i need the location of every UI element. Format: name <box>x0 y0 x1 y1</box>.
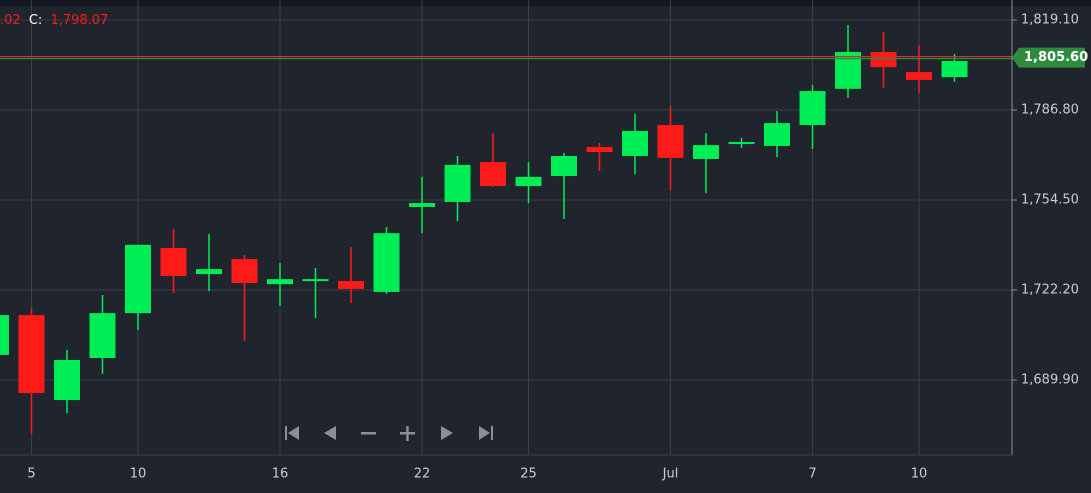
candle-body <box>18 315 45 394</box>
candle <box>125 244 151 331</box>
candle-body <box>89 313 116 358</box>
candle-body <box>125 244 151 314</box>
legend-close-value: 1,798.07 <box>50 13 108 28</box>
legend-close-key: C: <box>29 13 42 28</box>
legend-prefix: .02 <box>0 13 21 28</box>
last-price-label: 1,805.60 <box>1024 50 1088 65</box>
candle-body <box>835 52 861 89</box>
candle-body <box>586 147 613 153</box>
candle-body <box>941 60 968 78</box>
x-tick-label: 7 <box>808 467 816 482</box>
candle <box>586 142 613 172</box>
candle <box>693 133 719 194</box>
candle-body <box>54 359 80 401</box>
candle <box>196 233 222 292</box>
nav-zoom-in[interactable] <box>400 426 415 441</box>
grid <box>0 0 1012 455</box>
nav-forward[interactable] <box>441 426 453 440</box>
candle <box>764 111 790 158</box>
top-strip <box>0 0 1091 6</box>
candle-body <box>551 155 577 177</box>
candle-body <box>338 281 364 289</box>
nav-last[interactable] <box>479 426 493 440</box>
candle <box>54 349 80 414</box>
y-tick-label: 1,819.10 <box>1021 13 1079 28</box>
y-tick-label: 1,722.20 <box>1021 282 1079 297</box>
candle <box>231 254 258 341</box>
candle-body <box>657 125 684 158</box>
candle-body <box>622 130 648 156</box>
candle-body <box>906 72 932 80</box>
candle <box>657 105 684 190</box>
nav-back[interactable] <box>324 426 336 440</box>
x-tick-label: 22 <box>414 467 431 482</box>
candle-body <box>231 259 258 284</box>
candle <box>622 113 648 175</box>
candle-body <box>267 279 293 285</box>
candle <box>89 295 116 374</box>
candle-body <box>799 91 826 126</box>
y-tick-label: 1,689.90 <box>1021 372 1079 387</box>
candle <box>267 262 293 306</box>
candle <box>480 133 506 187</box>
x-tick-label: 10 <box>130 467 147 482</box>
candle-body <box>373 233 400 292</box>
candle <box>0 315 9 355</box>
y-tick-label: 1,786.80 <box>1021 103 1079 118</box>
candle-body <box>302 279 329 282</box>
x-tick-label: 5 <box>27 467 35 482</box>
last-price-tag <box>1012 47 1085 68</box>
x-tick-label: 25 <box>520 467 537 482</box>
candle-body <box>870 52 897 68</box>
candle <box>551 152 577 219</box>
candle <box>18 308 45 435</box>
candle-body <box>728 142 755 145</box>
candle-body <box>515 176 542 187</box>
candle-body <box>160 247 187 277</box>
candle-body <box>480 162 506 187</box>
candle <box>906 45 932 94</box>
axes: 1,689.90 1,722.20 1,754.50 1,786.80 1,819.10… <box>27 13 1088 482</box>
legend-readout: .02 C: 1,798.07 <box>0 13 108 28</box>
navigation-controls <box>285 426 493 441</box>
candle <box>870 31 897 88</box>
candle <box>338 247 364 304</box>
x-tick-label: Jul <box>662 467 679 482</box>
candle-body <box>409 203 435 207</box>
plot-area <box>0 25 1012 435</box>
candle-body <box>0 315 9 355</box>
candle <box>444 155 471 222</box>
nav-first[interactable] <box>285 426 299 440</box>
candle <box>515 162 542 204</box>
candle <box>409 176 435 234</box>
candle <box>160 228 187 294</box>
nav-zoom-out[interactable] <box>361 432 376 435</box>
candle <box>728 137 755 148</box>
x-tick-label: 16 <box>272 467 289 482</box>
candle <box>799 84 826 150</box>
candle <box>373 227 400 294</box>
x-tick-label: 10 <box>911 467 928 482</box>
candle-body <box>196 269 222 275</box>
candle-body <box>764 123 790 146</box>
candle-body <box>693 145 719 160</box>
y-tick-label: 1,754.50 <box>1021 192 1079 207</box>
candle-body <box>444 164 471 202</box>
candle <box>302 267 329 319</box>
